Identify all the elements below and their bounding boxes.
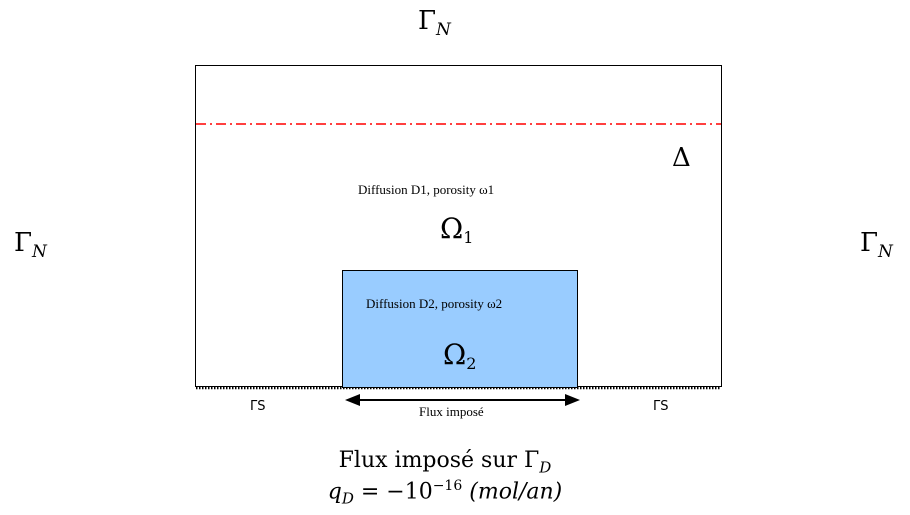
inner-domain-box: [342, 270, 578, 388]
flux-arrow-label: Flux imposé: [419, 404, 484, 419]
gamma-s-right-label: ΓS: [653, 399, 669, 414]
flux-arrow-left-head: [345, 394, 360, 406]
delta-label: Δ: [672, 143, 691, 173]
gamma-s-left-label: ΓS: [250, 399, 266, 414]
caption-line1: Flux imposé sur ΓD: [338, 448, 552, 477]
flux-arrow-right-head: [565, 394, 580, 406]
omega1-label: Ω1: [440, 212, 474, 247]
omega2-label: Ω2: [443, 338, 477, 373]
right-boundary-label: ΓN: [860, 228, 893, 262]
domain1-label: Diffusion D1, porosity ω1: [358, 182, 495, 197]
caption-line2: qD = −10−16 (mol/an): [327, 478, 563, 508]
domain2-label: Diffusion D2, porosity ω2: [366, 296, 503, 311]
top-boundary-label: ΓN: [418, 6, 451, 40]
left-boundary-label: ΓN: [14, 228, 47, 262]
